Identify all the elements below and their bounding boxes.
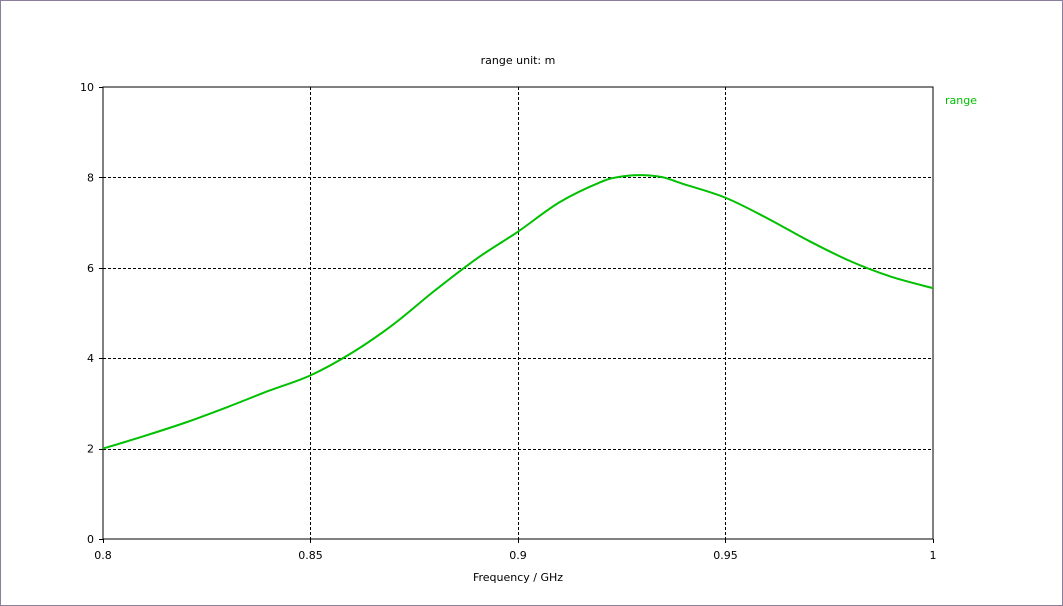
x-tick-label: 0.85: [298, 549, 323, 562]
x-tick-label: 0.8: [94, 549, 112, 562]
y-tick-label: 8: [87, 171, 94, 184]
y-tick-label: 4: [87, 352, 94, 365]
chart-title: range unit: m: [481, 54, 556, 67]
x-tick-label: 0.95: [713, 549, 738, 562]
y-tick-label: 10: [80, 81, 94, 94]
x-tick-label: 1: [930, 549, 937, 562]
series-group: [102, 174, 934, 450]
y-tick-label: 0: [87, 533, 94, 546]
x-tick-label: 0.9: [509, 549, 527, 562]
legend: range: [945, 94, 977, 107]
y-tick-label: 2: [87, 443, 94, 456]
y-tick-label: 6: [87, 262, 94, 275]
x-axis-label: Frequency / GHz: [473, 571, 563, 584]
series-line-range: [102, 174, 934, 450]
legend-entry-range: range: [945, 94, 977, 107]
grid-lines: [103, 87, 933, 539]
